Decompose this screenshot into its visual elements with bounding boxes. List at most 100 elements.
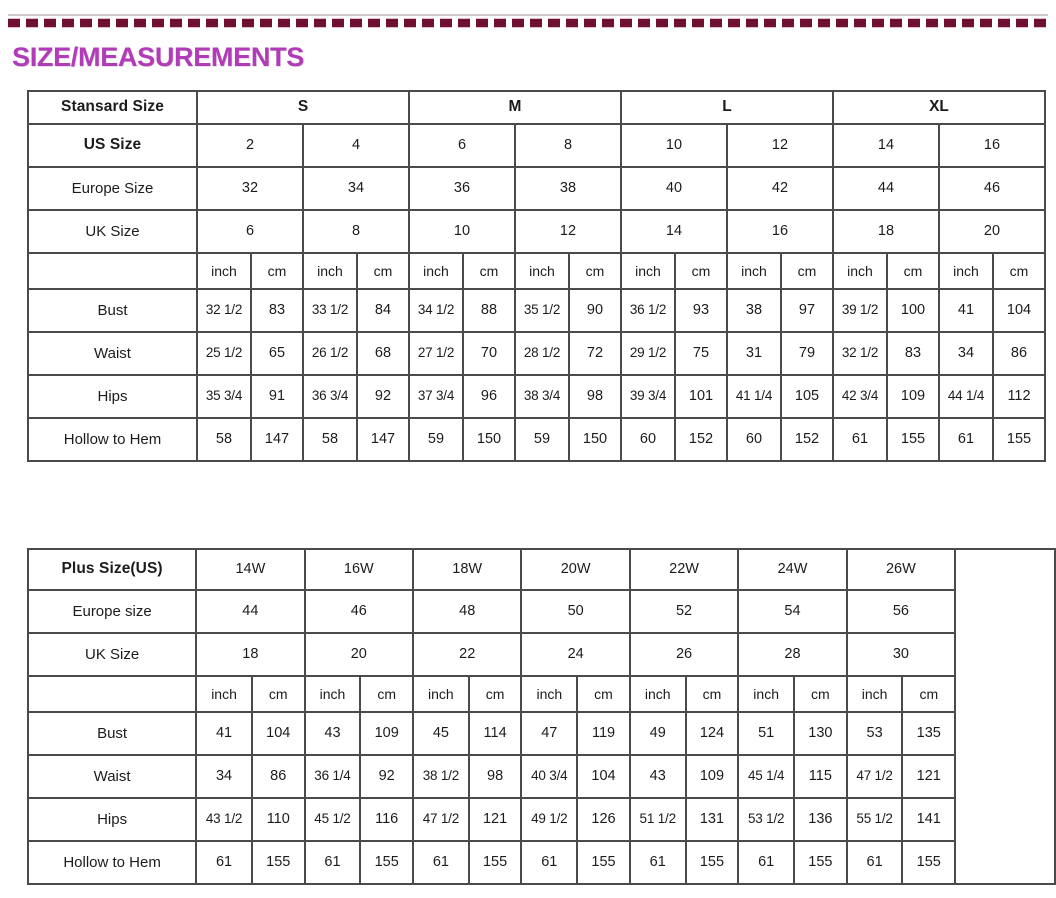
row-label: UK Size: [27, 209, 198, 254]
size-value: 38: [514, 166, 622, 211]
measurement-inch: 28 1/2: [514, 331, 570, 376]
divider-faint-line: [8, 14, 1048, 16]
plus-measurement-bust: Bust 41 104 43 109 45 114 47 119 49 124 51 130 53 135: [26, 711, 1055, 756]
plus-corner-label: Plus Size(US): [26, 548, 198, 591]
unit-header-cm: cm: [793, 675, 848, 713]
unit-header-inch: inch: [832, 252, 888, 290]
measurement-cm: 65: [250, 331, 304, 376]
unit-row-blank-label: [27, 252, 198, 290]
plus-size-header: 14W: [195, 548, 306, 591]
standard-measurement-hips: Hips 35 3/4 91 36 3/4 92 37 3/4 96 38 3/4 98 39 3…: [27, 374, 1046, 419]
size-value: 8: [302, 209, 410, 254]
plus-measurement-hollow-to-hem: Hollow to Hem 61 155 61 155 61 155 61 155 61 155 61…: [26, 840, 1055, 885]
measurement-inch: 43: [628, 754, 687, 799]
measurement-inch: 43 1/2: [195, 797, 253, 842]
unit-header-inch: inch: [620, 252, 676, 290]
size-value: 14: [620, 209, 728, 254]
measurement-inch: 34: [195, 754, 253, 799]
standard-measurement-bust: Bust 32 1/2 83 33 1/2 84 34 1/2 88 35 1/2 90 36 1…: [27, 288, 1046, 333]
measurement-inch: 61: [737, 840, 796, 885]
unit-header-cm: cm: [462, 252, 516, 290]
measurement-inch: 40 3/4: [520, 754, 579, 799]
measurement-inch: 47: [520, 711, 579, 756]
measurement-cm: 104: [992, 288, 1046, 333]
measurement-cm: 88: [462, 288, 516, 333]
measurement-cm: 79: [780, 331, 834, 376]
measurement-inch: 61: [520, 840, 579, 885]
measurement-cm: 93: [674, 288, 728, 333]
measurement-cm: 126: [576, 797, 631, 842]
size-value: 16: [726, 209, 834, 254]
unit-header-inch: inch: [845, 675, 904, 713]
measurement-cm: 97: [780, 288, 834, 333]
divider-dash-line: [8, 19, 1050, 27]
size-value: 20: [303, 632, 415, 677]
measurement-cm: 98: [568, 374, 622, 419]
measurement-label: Hollow to Hem: [27, 417, 198, 462]
plus-size-header-row: Plus Size(US) 14W 16W 18W 20W 22W 24W 26W: [26, 548, 1056, 885]
measurement-cm: 84: [356, 288, 410, 333]
measurement-inch: 58: [196, 417, 252, 462]
measurement-label: Hips: [27, 374, 198, 419]
measurement-inch: 37 3/4: [408, 374, 464, 419]
standard-measurement-waist: Waist 25 1/2 65 26 1/2 68 27 1/2 70 28 1/2 72 29 …: [27, 331, 1046, 376]
standard-unit-row: inch cm inch cm inch cm inch cm inch cm inch cm inch…: [27, 252, 1046, 290]
size-value: 12: [726, 123, 834, 168]
plus-measurement-hips: Hips 43 1/2 110 45 1/2 116 47 1/2 121 49 1/2 126…: [26, 797, 1055, 842]
measurement-inch: 55 1/2: [845, 797, 904, 842]
measurement-inch: 61: [832, 417, 888, 462]
measurement-cm: 70: [462, 331, 516, 376]
measurement-cm: 147: [250, 417, 304, 462]
measurement-cm: 115: [793, 754, 848, 799]
plus-size-header: 26W: [845, 548, 957, 591]
size-value: 46: [303, 589, 415, 634]
measurement-cm: 83: [250, 288, 304, 333]
measurement-inch: 35 3/4: [196, 374, 252, 419]
measurement-inch: 45 1/4: [737, 754, 796, 799]
measurement-inch: 61: [938, 417, 994, 462]
page-title: SIZE/MEASUREMENTS: [12, 42, 304, 72]
standard-size-table: Stansard Size S M L XL US Size 2 4 6 8 10 12 14 16 Eur…: [27, 90, 1046, 462]
measurement-label: Hips: [26, 797, 198, 842]
standard-group-l: L: [620, 90, 834, 125]
measurement-inch: 59: [408, 417, 464, 462]
measurement-cm: 121: [467, 797, 523, 842]
measurement-inch: 61: [845, 840, 904, 885]
measurement-cm: 121: [901, 754, 957, 799]
measurement-label: Bust: [26, 711, 198, 756]
unit-header-cm: cm: [568, 252, 622, 290]
measurement-cm: 114: [467, 711, 523, 756]
measurement-inch: 36 1/2: [620, 288, 676, 333]
plus-size-header: 22W: [628, 548, 740, 591]
measurement-cm: 72: [568, 331, 622, 376]
measurement-inch: 39 1/2: [832, 288, 888, 333]
size-value: 22: [411, 632, 523, 677]
size-value: 8: [514, 123, 622, 168]
size-value: 12: [514, 209, 622, 254]
measurement-cm: 98: [467, 754, 523, 799]
standard-group-s: S: [196, 90, 410, 125]
size-value: 2: [196, 123, 304, 168]
measurement-cm: 141: [901, 797, 957, 842]
plus-size-header: 18W: [411, 548, 523, 591]
standard-group-xl: XL: [832, 90, 1046, 125]
size-value: 10: [408, 209, 516, 254]
measurement-cm: 91: [250, 374, 304, 419]
size-value: 50: [520, 589, 631, 634]
unit-header-cm: cm: [684, 675, 740, 713]
measurement-cm: 75: [674, 331, 728, 376]
measurement-cm: 90: [568, 288, 622, 333]
row-label: UK Size: [26, 632, 198, 677]
measurement-inch: 51: [737, 711, 796, 756]
unit-header-inch: inch: [302, 252, 358, 290]
measurement-inch: 32 1/2: [196, 288, 252, 333]
plus-size-header: 20W: [520, 548, 631, 591]
measurement-cm: 92: [359, 754, 414, 799]
unit-header-inch: inch: [938, 252, 994, 290]
measurement-inch: 41 1/4: [726, 374, 782, 419]
size-value: 44: [832, 166, 940, 211]
measurement-inch: 41: [195, 711, 253, 756]
unit-header-cm: cm: [356, 252, 410, 290]
size-value: 42: [726, 166, 834, 211]
